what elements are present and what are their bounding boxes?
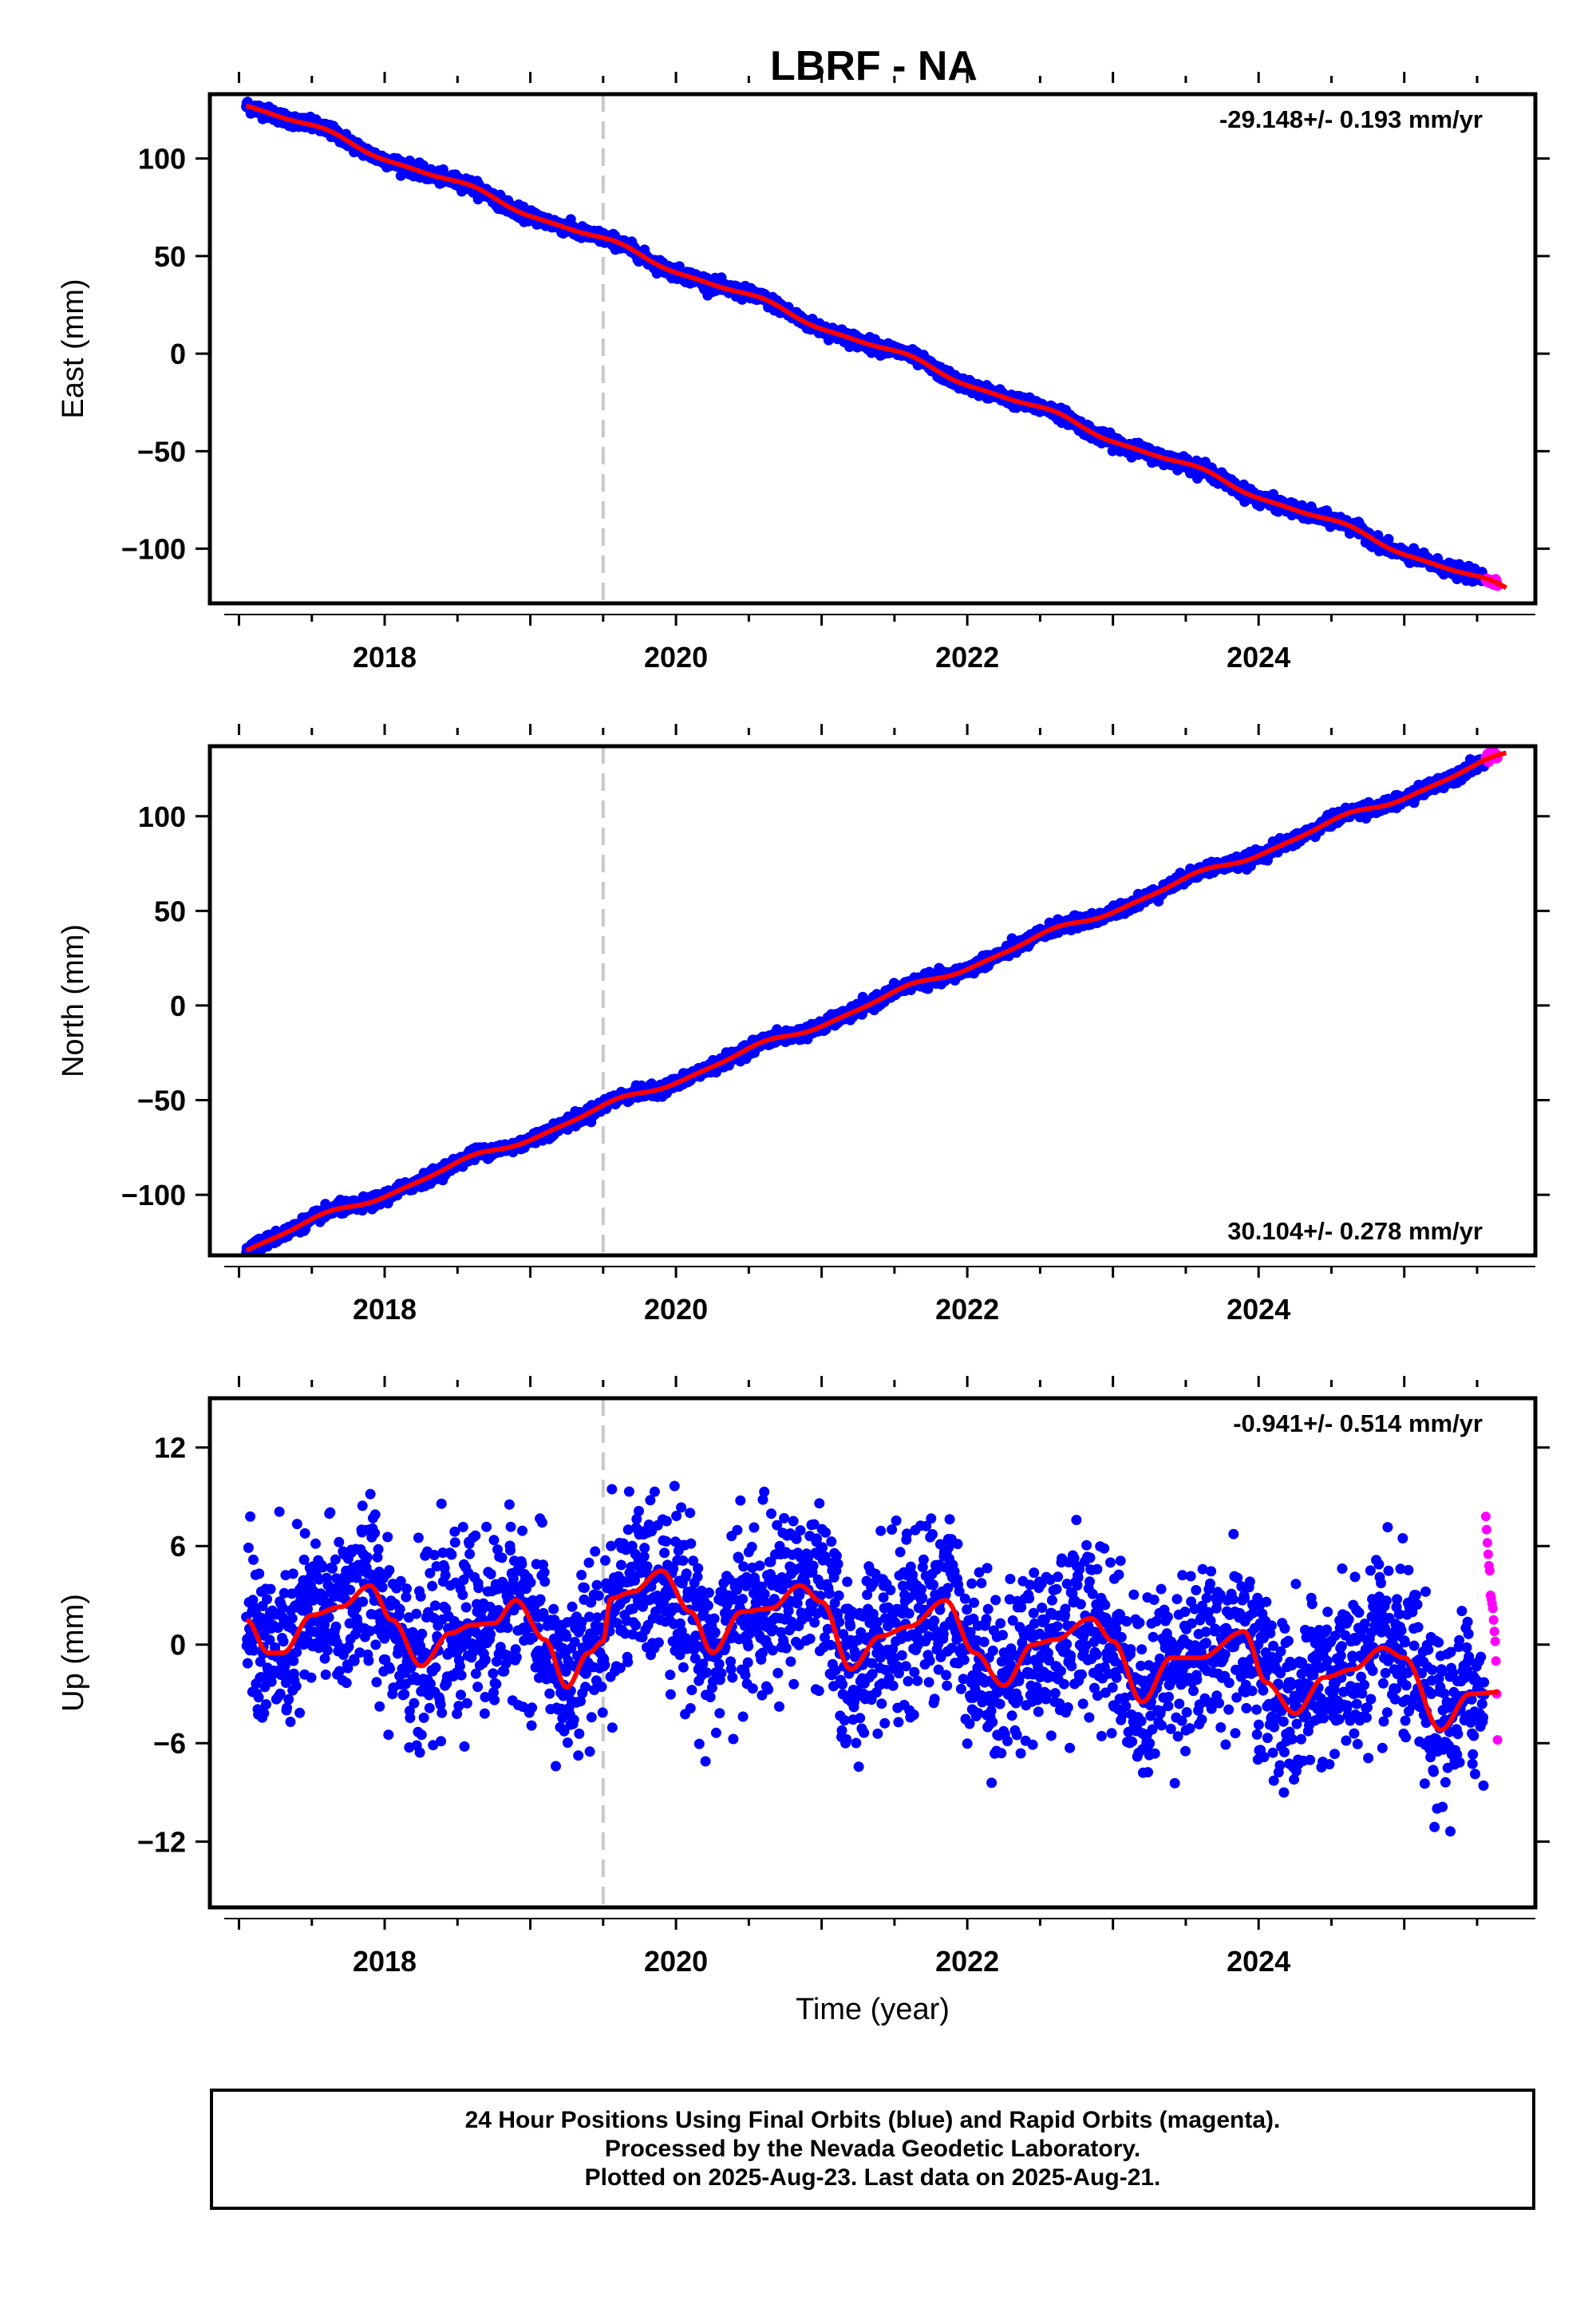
x-tick-label: 2020	[644, 641, 708, 674]
x-tick-label: 2018	[353, 641, 417, 674]
y-tick-label: 0	[170, 338, 186, 370]
rate-label: -29.148+/- 0.193 mm/yr	[1219, 105, 1483, 133]
data-north	[241, 746, 1507, 1255]
data-east	[241, 97, 1508, 591]
x-tick-label: 2022	[935, 641, 999, 674]
y-tick-label: 50	[154, 240, 186, 273]
model-line	[245, 103, 1508, 591]
y-axis-label: East (mm)	[57, 279, 90, 418]
data-point	[922, 983, 934, 994]
y-tick-label: −50	[137, 435, 186, 468]
plot-frame	[207, 92, 1538, 606]
panel-east: 2018 2020 2022 2024 −100 −50 0 50 100 East (mm) -2…	[57, 72, 1550, 674]
y-tick-label: 100	[138, 143, 186, 176]
chart-title: LBRF - NA	[770, 43, 978, 89]
x-tick-label: 2024	[1227, 641, 1290, 674]
panels: 2018 2020 2022 2024 −100 −50 0 50 100 East (mm) -2…	[57, 72, 1550, 2026]
y-tick-label: −100	[121, 533, 186, 566]
